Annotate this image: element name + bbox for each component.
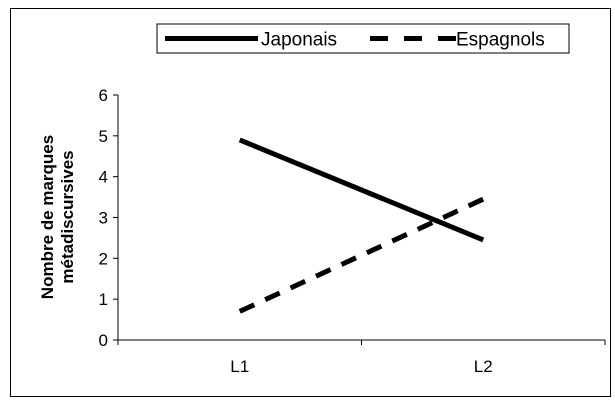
axes: 0 1 2 3 4 5 6 L1 L2	[99, 86, 606, 376]
y-tick-label: 0	[99, 331, 108, 350]
legend-label-espagnols: Espagnols	[456, 30, 545, 51]
y-tick-label: 1	[99, 290, 108, 309]
y-axis-label-line2: métadiscursives	[58, 150, 77, 283]
series-line-espagnols	[238, 196, 485, 314]
x-tick-label: L2	[474, 357, 493, 376]
y-tick-label: 4	[99, 168, 108, 187]
y-tick-label: 2	[99, 249, 108, 268]
legend-label-japonais: Japonais	[261, 30, 337, 51]
y-tick-label: 5	[99, 127, 108, 146]
legend: Japonais Espagnols	[156, 23, 570, 54]
y-tick-label: 3	[99, 209, 108, 228]
y-tick-label: 6	[99, 86, 108, 105]
series-line-japonais	[238, 137, 485, 243]
x-tick-label: L1	[230, 357, 249, 376]
chart-frame	[10, 8, 611, 397]
y-axis-label-line1: Nombre de marques	[38, 135, 57, 299]
series-lines	[238, 137, 485, 314]
